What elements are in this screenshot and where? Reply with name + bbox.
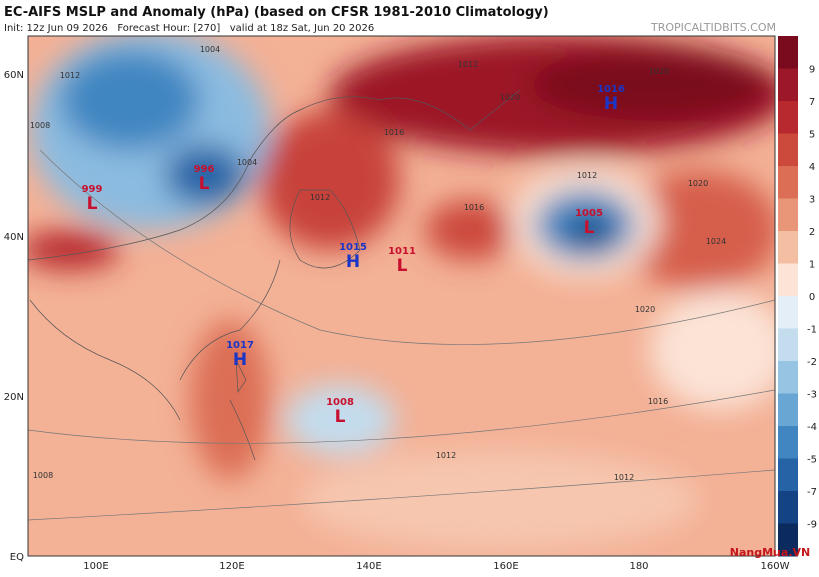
- lon-label: 140E: [356, 561, 381, 572]
- lat-label: 60N: [4, 70, 24, 81]
- map-frame: [27, 35, 776, 557]
- colorbar-label: -5: [807, 455, 817, 466]
- colorbar-label: 4: [809, 162, 815, 173]
- center-value: 1016: [597, 84, 625, 95]
- lon-label: 120E: [219, 561, 244, 572]
- title: EC-AIFS MSLP and Anomaly (hPa) (based on…: [4, 5, 549, 20]
- contour-label: 1004: [237, 158, 257, 167]
- contour-label: 1020: [649, 67, 669, 76]
- center-value: 1017: [226, 340, 254, 351]
- colorbar: 9 7 5 4 3 2 1 0 -1 -2 -3 -4 -5 -7 -9: [778, 36, 817, 557]
- contour-label: 1008: [33, 471, 53, 480]
- lat-label: EQ: [10, 552, 24, 563]
- colorbar-bin: [778, 393, 798, 427]
- contour-label: 1020: [635, 305, 655, 314]
- map: 1012 1004 1008 1004 1012 1012 1016 1020 …: [28, 36, 775, 556]
- contour-label: 1012: [310, 193, 330, 202]
- colorbar-label: -1: [807, 325, 817, 336]
- center-kind: L: [335, 407, 346, 427]
- site: TROPICALTIDBITS.COM: [650, 21, 776, 34]
- center-kind: L: [199, 174, 210, 194]
- lat-label: 40N: [4, 232, 24, 243]
- colorbar-label: -2: [807, 357, 817, 368]
- contour-label: 1012: [60, 71, 80, 80]
- colorbar-bin: [778, 231, 798, 264]
- center-kind: H: [346, 252, 360, 272]
- colorbar-bin: [778, 458, 798, 492]
- colorbar-bin: [778, 361, 798, 394]
- contour-label: 1004: [200, 45, 220, 54]
- watermark: NangMua.VN: [730, 546, 810, 559]
- colorbar-label: 0: [809, 292, 815, 303]
- contour-label: 1012: [577, 171, 597, 180]
- colorbar-bin: [778, 198, 798, 232]
- center-kind: L: [87, 194, 98, 214]
- colorbar-label: -7: [807, 487, 817, 498]
- center-value: 1005: [575, 208, 603, 219]
- colorbar-bin: [778, 166, 798, 199]
- center-value: 1011: [388, 246, 416, 257]
- lon-label: 160W: [761, 561, 790, 572]
- center-value: 1015: [339, 242, 367, 253]
- subtitle: Init: 12z Jun 09 2026 Forecast Hour: [27…: [4, 23, 374, 34]
- contour-label: 1020: [500, 93, 520, 102]
- colorbar-bin: [778, 101, 798, 134]
- colorbar-label: -4: [807, 422, 817, 433]
- contour-label: 1016: [648, 397, 668, 406]
- colorbar-bin: [778, 133, 798, 167]
- colorbar-label: -3: [807, 390, 817, 401]
- colorbar-label: 2: [809, 227, 815, 238]
- center-value: 999: [82, 184, 103, 195]
- colorbar-label: 5: [809, 130, 815, 141]
- lon-label: 180: [629, 561, 648, 572]
- colorbar-label: 9: [809, 65, 815, 76]
- colorbar-bin: [778, 36, 798, 69]
- contour-label: 1024: [706, 237, 726, 246]
- colorbar-bin: [778, 296, 798, 329]
- contour-label: 1008: [30, 121, 50, 130]
- colorbar-bin: [778, 426, 798, 459]
- contour-label: 1016: [384, 128, 404, 137]
- colorbar-bin: [778, 68, 798, 102]
- colorbar-label: -9: [807, 520, 817, 531]
- colorbar-bin: [778, 491, 798, 524]
- lon-label: 160E: [493, 561, 518, 572]
- contour-label: 1012: [614, 473, 634, 482]
- colorbar-bin: [778, 263, 798, 297]
- colorbar-label: 7: [809, 97, 815, 108]
- center-value: 996: [194, 164, 215, 175]
- colorbar-label: 3: [809, 195, 815, 206]
- contour-label: 1020: [688, 179, 708, 188]
- center-value: 1008: [326, 397, 354, 408]
- contour-label: 1016: [464, 203, 484, 212]
- center-kind: L: [584, 218, 595, 238]
- lon-label: 100E: [83, 561, 108, 572]
- center-kind: H: [604, 94, 618, 114]
- colorbar-bin: [778, 523, 798, 557]
- contour-label: 1012: [436, 451, 456, 460]
- center-kind: L: [397, 256, 408, 276]
- lat-label: 20N: [4, 392, 24, 403]
- contour-label: 1012: [458, 60, 478, 69]
- colorbar-label: 1: [809, 260, 815, 271]
- center-kind: H: [233, 350, 247, 370]
- colorbar-bin: [778, 328, 798, 362]
